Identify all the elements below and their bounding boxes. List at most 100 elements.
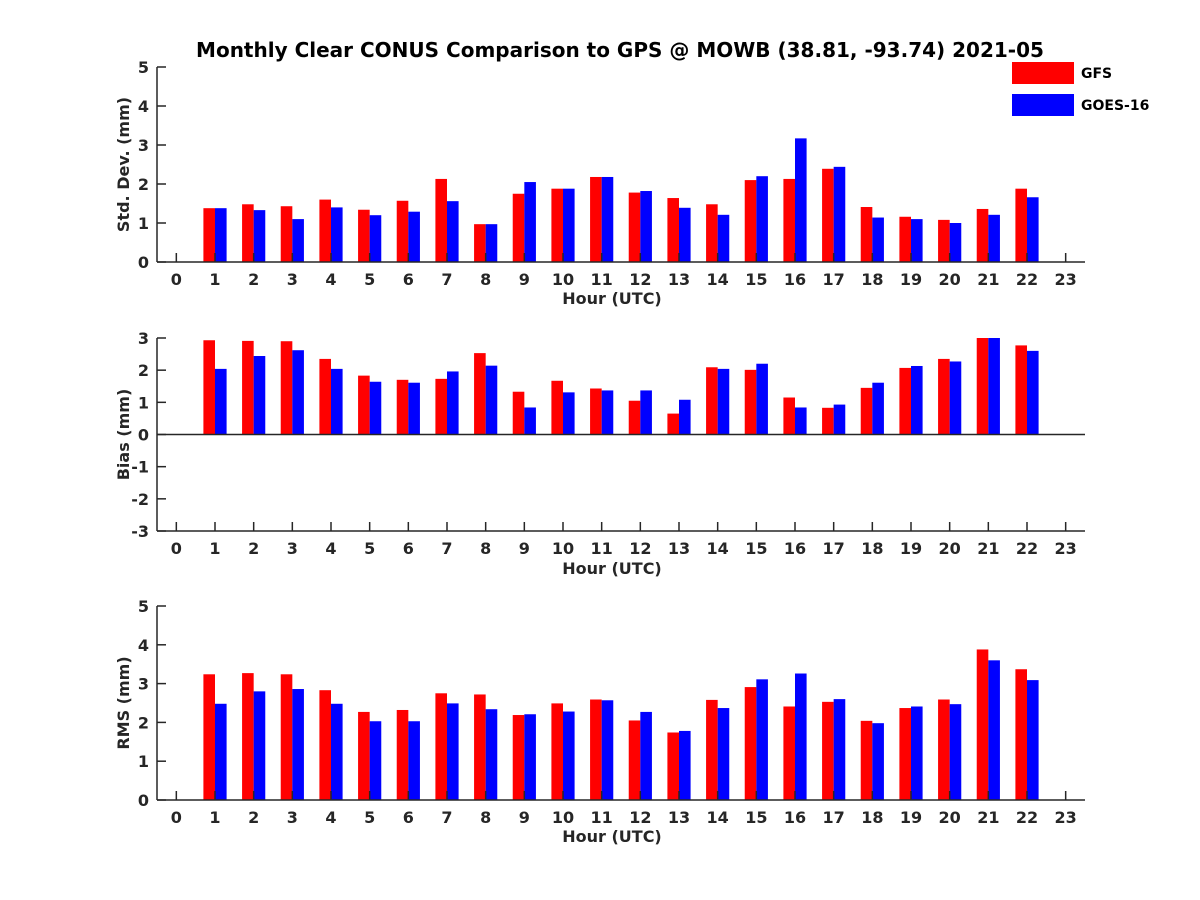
bar-goes-16-hour-2 <box>253 356 266 435</box>
x-tick-label: 12 <box>629 539 651 558</box>
bar-goes-16-hour-17 <box>833 699 846 800</box>
bar-goes-16-hour-1 <box>215 703 227 800</box>
x-tick-label: 21 <box>977 808 999 827</box>
x-axis-label: Hour (UTC) <box>562 289 662 308</box>
x-tick-label: 13 <box>668 270 690 289</box>
bar-goes-16-hour-14 <box>717 214 730 262</box>
bar-gfs-hour-1 <box>203 208 215 262</box>
bar-gfs-hour-5 <box>358 375 370 435</box>
x-tick-label: 15 <box>745 270 767 289</box>
bar-gfs-hour-4 <box>319 690 331 800</box>
bar-goes-16-hour-13 <box>679 399 691 435</box>
y-tick-label: 2 <box>138 361 149 380</box>
x-tick-label: 22 <box>1016 808 1038 827</box>
x-tick-label: 3 <box>287 539 298 558</box>
bar-goes-16-hour-9 <box>524 182 536 262</box>
bar-gfs-hour-17 <box>822 407 834 435</box>
x-tick-label: 1 <box>209 270 220 289</box>
bar-goes-16-hour-13 <box>679 730 691 800</box>
bar-gfs-hour-20 <box>938 358 950 435</box>
bar-gfs-hour-20 <box>938 219 950 262</box>
bar-goes-16-hour-17 <box>833 166 846 262</box>
bar-gfs-hour-6 <box>396 200 409 262</box>
bar-gfs-hour-3 <box>280 341 293 435</box>
y-tick-label: 2 <box>138 713 149 732</box>
bar-gfs-hour-11 <box>590 699 602 800</box>
x-tick-label: 8 <box>480 270 491 289</box>
bar-gfs-hour-4 <box>319 358 331 435</box>
x-tick-label: 0 <box>171 539 182 558</box>
x-tick-label: 17 <box>823 270 845 289</box>
x-tick-label: 18 <box>861 270 883 289</box>
x-tick-label: 0 <box>171 270 182 289</box>
bar-gfs-hour-14 <box>706 699 718 800</box>
x-tick-label: 14 <box>707 270 729 289</box>
x-tick-label: 23 <box>1055 539 1077 558</box>
y-tick-label: 3 <box>138 136 149 155</box>
x-tick-label: 22 <box>1016 270 1038 289</box>
y-tick-label: 2 <box>138 175 149 194</box>
x-tick-label: 23 <box>1055 270 1077 289</box>
x-tick-label: 10 <box>552 539 574 558</box>
bar-gfs-hour-16 <box>783 706 795 800</box>
x-tick-label: 16 <box>784 808 806 827</box>
bar-goes-16-hour-20 <box>949 361 962 435</box>
x-tick-label: 13 <box>668 808 690 827</box>
bar-goes-16-hour-9 <box>524 714 536 800</box>
bar-goes-16-hour-21 <box>988 660 1000 800</box>
bar-goes-16-hour-6 <box>408 382 420 435</box>
bar-goes-16-hour-15 <box>756 363 768 435</box>
bar-gfs-hour-12 <box>628 192 641 262</box>
x-tick-label: 19 <box>900 808 922 827</box>
bar-gfs-hour-2 <box>242 673 254 800</box>
x-tick-label: 11 <box>591 539 613 558</box>
bar-gfs-hour-16 <box>783 178 795 262</box>
bar-gfs-hour-12 <box>628 720 641 800</box>
bar-goes-16-hour-22 <box>1027 197 1039 262</box>
bar-goes-16-hour-7 <box>447 371 459 435</box>
bar-goes-16-hour-12 <box>640 711 652 800</box>
x-tick-label: 17 <box>823 539 845 558</box>
bar-goes-16-hour-8 <box>485 365 498 435</box>
x-tick-label: 0 <box>171 808 182 827</box>
x-tick-label: 12 <box>629 270 651 289</box>
bar-gfs-hour-3 <box>280 674 293 800</box>
x-tick-label: 9 <box>519 270 530 289</box>
x-tick-label: 15 <box>745 808 767 827</box>
legend-swatch <box>1012 94 1074 116</box>
bar-gfs-hour-13 <box>667 198 679 262</box>
bar-gfs-hour-18 <box>860 387 873 435</box>
y-tick-label: 0 <box>138 426 149 445</box>
bar-gfs-hour-9 <box>512 715 525 800</box>
bar-goes-16-hour-10 <box>563 711 575 800</box>
x-tick-label: 3 <box>287 270 298 289</box>
x-tick-label: 2 <box>248 808 259 827</box>
bar-gfs-hour-10 <box>551 380 563 435</box>
bar-gfs-hour-8 <box>474 353 486 435</box>
bar-goes-16-hour-4 <box>331 368 343 435</box>
bar-goes-16-hour-16 <box>795 407 807 435</box>
bar-gfs-hour-7 <box>435 378 447 435</box>
bar-goes-16-hour-6 <box>408 721 420 800</box>
bar-gfs-hour-14 <box>706 367 718 435</box>
chart-title: Monthly Clear CONUS Comparison to GPS @ … <box>196 38 1044 62</box>
bar-gfs-hour-22 <box>1015 188 1027 262</box>
y-tick-label: 1 <box>138 393 149 412</box>
bar-goes-16-hour-12 <box>640 191 652 262</box>
bar-gfs-hour-2 <box>242 340 254 435</box>
bar-goes-16-hour-8 <box>485 709 498 800</box>
bar-goes-16-hour-21 <box>988 338 1000 435</box>
x-tick-label: 2 <box>248 270 259 289</box>
bar-goes-16-hour-11 <box>601 700 614 800</box>
x-tick-label: 12 <box>629 808 651 827</box>
y-axis-label: Std. Dev. (mm) <box>114 97 133 232</box>
bar-goes-16-hour-7 <box>447 703 459 800</box>
y-tick-label: 1 <box>138 214 149 233</box>
bar-goes-16-hour-13 <box>679 207 691 262</box>
x-tick-label: 19 <box>900 270 922 289</box>
x-tick-label: 17 <box>823 808 845 827</box>
